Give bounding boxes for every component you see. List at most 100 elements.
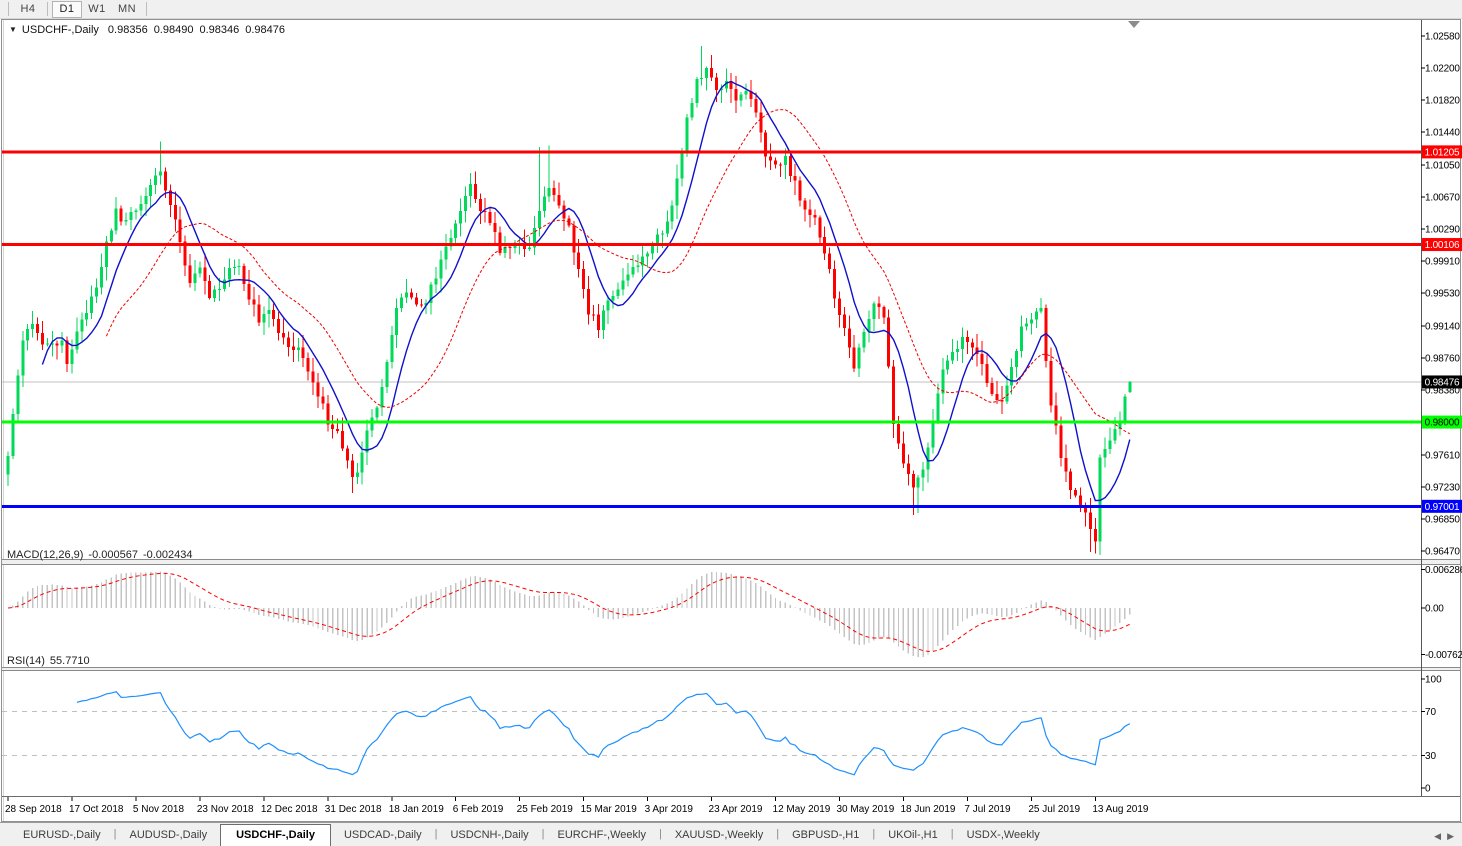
- rsi-pane: [2, 691, 1421, 776]
- svg-text:1.01440: 1.01440: [1425, 128, 1460, 139]
- support-blue-price-badge: 0.97001: [1422, 499, 1462, 513]
- chart-area[interactable]: 1.02580 1.02200 1.01820 1.01440 1.01050 1.006…: [0, 19, 1462, 822]
- ma-slow-line: [105, 109, 1131, 435]
- svg-text:0.99140: 0.99140: [1425, 321, 1460, 332]
- current-price-badge: 0.98476: [1422, 375, 1462, 389]
- support-green-price-badge: 0.98000: [1422, 415, 1462, 429]
- svg-text:12 May 2019: 12 May 2019: [773, 804, 831, 815]
- tab-divider: |: [950, 828, 954, 840]
- svg-text:15 Mar 2019: 15 Mar 2019: [581, 804, 638, 815]
- svg-text:0.98000: 0.98000: [1425, 418, 1460, 429]
- svg-text:0.006286: 0.006286: [1425, 565, 1462, 576]
- tab-divider: |: [872, 828, 876, 840]
- chart-tab-eurusd-daily[interactable]: EURUSD-,Daily: [23, 829, 101, 841]
- svg-text:1.02580: 1.02580: [1425, 31, 1460, 42]
- toolbar-separator: [47, 2, 48, 16]
- macd-main-value: -0.000567: [88, 549, 138, 561]
- ohlc-high: 0.98490: [153, 24, 194, 36]
- svg-text:0.99910: 0.99910: [1425, 257, 1460, 268]
- svg-text:0: 0: [1425, 784, 1431, 795]
- chart-tab-audusd-daily[interactable]: AUDUSD-,Daily: [129, 829, 208, 841]
- chart-tab-usdcad-daily[interactable]: USDCAD-,Daily: [343, 829, 422, 841]
- svg-text:0.96850: 0.96850: [1425, 515, 1460, 526]
- tab-scroll-left-button[interactable]: ◀: [1434, 831, 1442, 841]
- macd-indicator-label: MACD(12,26,9) -0.000567 -0.002434: [7, 549, 198, 561]
- macd-pane: [7, 571, 1131, 658]
- chart-symbol-label: USDCHF-,Daily: [21, 24, 99, 36]
- chart-shift-marker[interactable]: [1128, 21, 1140, 28]
- timeframe-button-d1[interactable]: D1: [52, 0, 82, 18]
- toolbar-separator: [146, 2, 147, 16]
- rsi-line: [76, 691, 1131, 776]
- svg-text:1.01050: 1.01050: [1425, 160, 1460, 171]
- chart-tab-usdcnh-daily[interactable]: USDCNH-,Daily: [450, 829, 529, 841]
- svg-text:31 Dec 2018: 31 Dec 2018: [325, 804, 382, 815]
- svg-text:23 Apr 2019: 23 Apr 2019: [709, 804, 763, 815]
- chart-tabbar: EURUSD-,Daily | AUDUSD-,Daily USDCHF-,Daily…: [0, 822, 1462, 846]
- chart-title: ▼ USDCHF-,Daily 0.98356 0.98490 0.98346 0.984…: [9, 24, 291, 36]
- svg-text:17 Oct 2018: 17 Oct 2018: [69, 804, 124, 815]
- svg-text:0.00: 0.00: [1425, 604, 1444, 615]
- chart-tab-ukoil-h1[interactable]: UKOil-,H1: [888, 829, 938, 841]
- svg-text:5 Nov 2018: 5 Nov 2018: [133, 804, 185, 815]
- svg-text:1.01205: 1.01205: [1425, 147, 1460, 158]
- chart-tab-eurchf-weekly[interactable]: EURCHF-,Weekly: [557, 829, 646, 841]
- chart-tab-xauusd-weekly[interactable]: XAUUSD-,Weekly: [674, 829, 764, 841]
- svg-text:28 Sep 2018: 28 Sep 2018: [5, 804, 62, 815]
- svg-text:0.98380: 0.98380: [1425, 386, 1460, 397]
- macd-name: MACD(12,26,9): [7, 549, 84, 561]
- ohlc-close: 0.98476: [245, 24, 285, 36]
- price-scale-axis[interactable]: 1.02580 1.02200 1.01820 1.01440 1.01050 1.006…: [1421, 20, 1462, 796]
- rsi-value: 55.7710: [49, 655, 90, 667]
- svg-text:1.00670: 1.00670: [1425, 192, 1460, 203]
- ma-fast-line: [41, 80, 1131, 502]
- tab-divider: |: [113, 828, 117, 840]
- timeframe-toolbar: H4 D1 W1 MN: [0, 0, 1462, 19]
- svg-text:0.97610: 0.97610: [1425, 450, 1460, 461]
- tab-divider: |: [434, 828, 438, 840]
- tab-divider: |: [541, 828, 545, 840]
- svg-text:12 Dec 2018: 12 Dec 2018: [261, 804, 318, 815]
- svg-text:0.97230: 0.97230: [1425, 483, 1460, 494]
- macd-signal-line: [7, 572, 1131, 652]
- svg-text:0.98476: 0.98476: [1425, 377, 1460, 388]
- chart-window: 1.02580 1.02200 1.01820 1.01440 1.01050 1.006…: [0, 19, 1462, 822]
- timeframe-button-h4[interactable]: H4: [20, 3, 36, 15]
- svg-text:30: 30: [1425, 751, 1437, 762]
- svg-text:18 Jan 2019: 18 Jan 2019: [389, 804, 444, 815]
- svg-text:0.97001: 0.97001: [1425, 502, 1460, 513]
- svg-text:18 Jun 2019: 18 Jun 2019: [900, 804, 955, 815]
- tab-scroll-right-button[interactable]: ▶: [1447, 831, 1454, 841]
- chart-tab-gbpusd-h1[interactable]: GBPUSD-,H1: [792, 829, 860, 841]
- svg-text:0.98760: 0.98760: [1425, 354, 1460, 365]
- ohlc-low: 0.98346: [199, 24, 240, 36]
- macd-signal-value: -0.002434: [142, 549, 193, 561]
- svg-text:7 Jul 2019: 7 Jul 2019: [964, 804, 1011, 815]
- time-axis[interactable]: 28 Sep 2018 17 Oct 2018 5 Nov 2018 23 Nov 2…: [5, 797, 1149, 815]
- svg-text:0.99530: 0.99530: [1425, 289, 1460, 300]
- svg-text:1.02200: 1.02200: [1425, 63, 1460, 74]
- timeframe-button-mn[interactable]: MN: [117, 3, 137, 15]
- svg-text:-0.00762: -0.00762: [1425, 650, 1462, 661]
- tab-divider: |: [658, 828, 662, 840]
- svg-text:70: 70: [1425, 707, 1437, 718]
- resistance-upper-price-badge: 1.01205: [1422, 145, 1462, 159]
- resistance-lower-price-badge: 1.00106: [1422, 238, 1462, 252]
- svg-text:1.00106: 1.00106: [1425, 240, 1460, 251]
- svg-text:1.00290: 1.00290: [1425, 225, 1460, 236]
- timeframe-button-w1[interactable]: W1: [88, 3, 106, 15]
- svg-text:25 Feb 2019: 25 Feb 2019: [517, 804, 574, 815]
- chevron-down-icon: ▼: [9, 25, 17, 34]
- svg-text:23 Nov 2018: 23 Nov 2018: [197, 804, 254, 815]
- svg-text:1.01820: 1.01820: [1425, 96, 1460, 107]
- rsi-indicator-label: RSI(14) 55.7710: [7, 655, 95, 667]
- chart-tab-usdchf-daily[interactable]: USDCHF-,Daily: [220, 824, 331, 846]
- svg-text:30 May 2019: 30 May 2019: [836, 804, 894, 815]
- svg-text:0.96470: 0.96470: [1425, 547, 1460, 558]
- svg-text:25 Jul 2019: 25 Jul 2019: [1028, 804, 1080, 815]
- chart-tab-usdx-weekly[interactable]: USDX-,Weekly: [966, 829, 1040, 841]
- tab-divider: |: [776, 828, 780, 840]
- rsi-name: RSI(14): [7, 655, 45, 667]
- ohlc-open: 0.98356: [107, 24, 148, 36]
- svg-text:100: 100: [1425, 675, 1442, 686]
